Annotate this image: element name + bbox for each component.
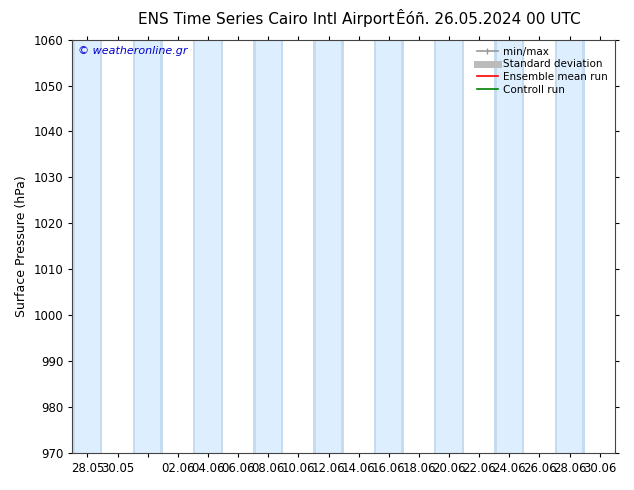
Bar [373, 40, 376, 453]
Legend: min/max, Standard deviation, Ensemble mean run, Controll run: min/max, Standard deviation, Ensemble me… [475, 45, 610, 97]
Bar [434, 40, 436, 453]
Bar [75, 40, 100, 453]
Text: Êóñ. 26.05.2024 00 UTC: Êóñ. 26.05.2024 00 UTC [396, 12, 581, 27]
Bar [555, 40, 557, 453]
Bar [221, 40, 223, 453]
Bar [193, 40, 195, 453]
Bar [436, 40, 462, 453]
Bar [341, 40, 344, 453]
Text: © weatheronline.gr: © weatheronline.gr [78, 46, 187, 56]
Bar [376, 40, 401, 453]
Y-axis label: Surface Pressure (hPa): Surface Pressure (hPa) [15, 175, 28, 317]
Bar [313, 40, 316, 453]
Bar [495, 40, 496, 453]
Bar [316, 40, 341, 453]
Text: ENS Time Series Cairo Intl Airport: ENS Time Series Cairo Intl Airport [138, 12, 394, 27]
Bar [496, 40, 522, 453]
Bar [72, 40, 75, 453]
Bar [557, 40, 582, 453]
Bar [133, 40, 135, 453]
Bar [582, 40, 585, 453]
Bar [195, 40, 221, 453]
Bar [135, 40, 160, 453]
Bar [281, 40, 283, 453]
Bar [462, 40, 464, 453]
Bar [100, 40, 103, 453]
Bar [160, 40, 163, 453]
Bar [256, 40, 281, 453]
Bar [522, 40, 524, 453]
Bar [253, 40, 256, 453]
Bar [401, 40, 404, 453]
